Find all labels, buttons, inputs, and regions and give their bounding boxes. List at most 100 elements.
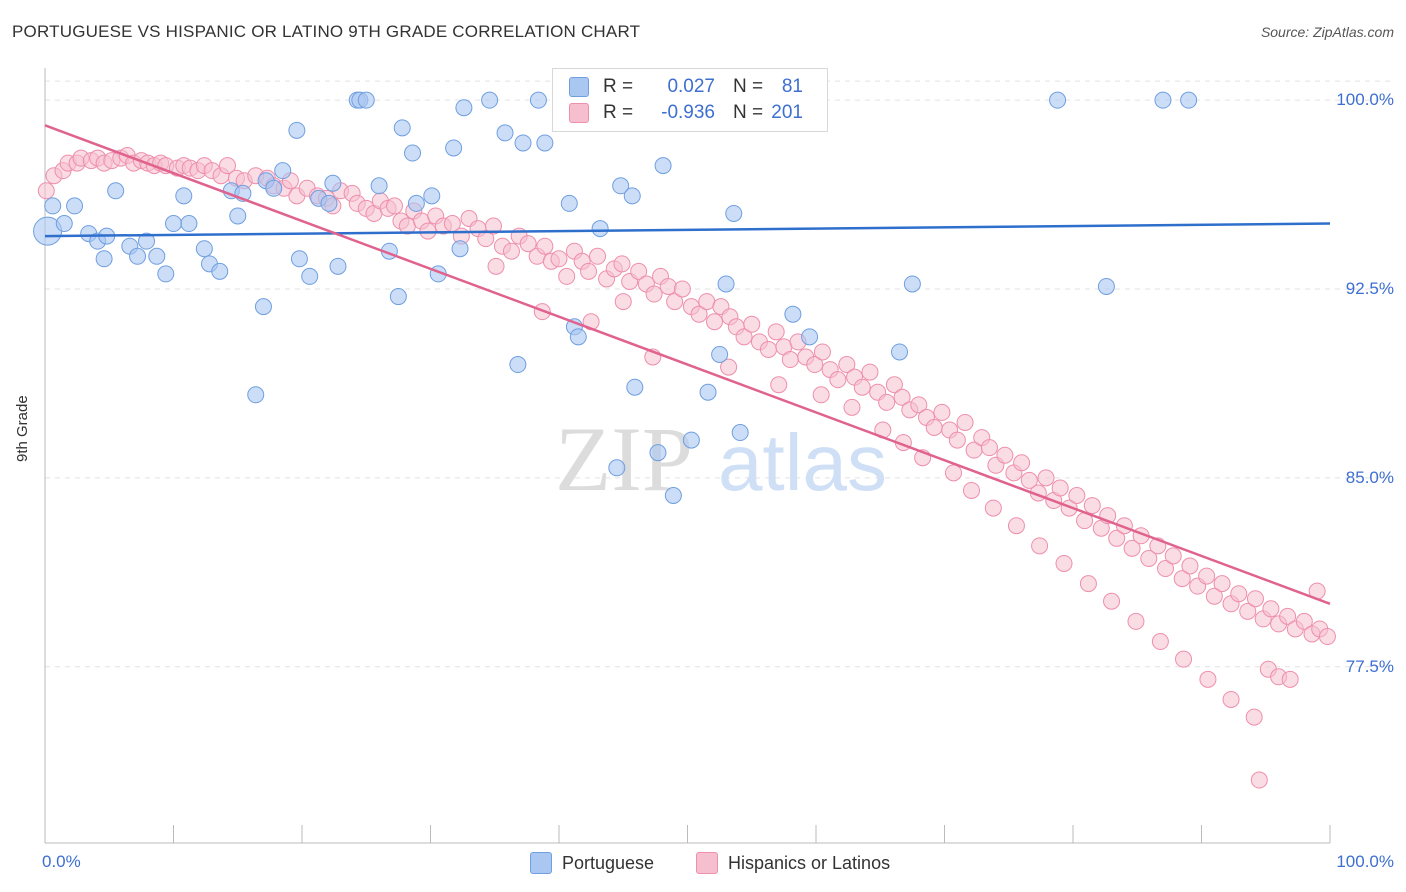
portuguese-point: [55, 215, 73, 233]
y-tick-label: 100.0%: [1336, 90, 1394, 110]
hispanic-points: [37, 147, 1336, 789]
hispanic-point: [861, 363, 879, 381]
portuguese-point: [288, 121, 306, 139]
hispanic-point: [580, 262, 598, 280]
x-tick-label-right: 100.0%: [1336, 852, 1394, 871]
hispanic-point: [386, 197, 404, 215]
trend-lines: [44, 124, 1331, 605]
hispanic-point: [743, 315, 761, 333]
hispanic-point: [1250, 771, 1268, 789]
portuguese-point: [725, 204, 743, 222]
portuguese-point: [455, 99, 473, 117]
hispanic-point: [1239, 602, 1257, 620]
hispanic-point: [812, 386, 830, 404]
legend-swatch-pink: [696, 852, 718, 874]
legend-item-hispanic[interactable]: Hispanics or Latinos: [696, 852, 890, 874]
portuguese-point: [320, 194, 338, 212]
hispanic-point: [659, 277, 677, 295]
hispanic-point: [956, 413, 974, 431]
legend-n-value: 201: [771, 102, 803, 123]
hispanic-point: [980, 439, 998, 457]
portuguese-point: [623, 187, 641, 205]
portuguese-point: [129, 247, 147, 265]
hispanic-point: [1262, 600, 1280, 618]
portuguese-point: [903, 275, 921, 293]
hispanic-point: [1020, 471, 1038, 489]
hispanic-point: [1007, 517, 1025, 535]
hispanic-point: [1103, 592, 1121, 610]
legend-n-label: N =: [733, 102, 764, 123]
portuguese-trend-line: [44, 222, 1331, 238]
legend-n-label: N =: [733, 76, 764, 97]
portuguese-point: [1154, 91, 1172, 109]
hispanic-point: [1281, 670, 1299, 688]
portuguese-point: [717, 275, 735, 293]
portuguese-point: [451, 240, 469, 258]
portuguese-point: [654, 157, 672, 175]
legend-swatch-pink: [569, 103, 589, 123]
portuguese-point: [1049, 91, 1067, 109]
y-tick-label: 77.5%: [1345, 656, 1394, 676]
hispanic-point: [948, 431, 966, 449]
watermark: ZIP atlas: [555, 408, 887, 510]
hispanic-point: [536, 237, 554, 255]
legend-label: Hispanics or Latinos: [728, 852, 891, 873]
hispanic-trend-line: [44, 124, 1331, 605]
hispanic-point: [996, 446, 1014, 464]
hispanic-point: [487, 257, 505, 275]
hispanic-point: [1079, 575, 1097, 593]
hispanic-point: [1279, 607, 1297, 625]
legend-r-label: R =: [603, 76, 634, 97]
portuguese-point: [509, 356, 527, 374]
y-tick-label: 92.5%: [1345, 279, 1394, 298]
portuguese-point: [699, 383, 717, 401]
hispanic-point: [1295, 612, 1313, 630]
legend-item-portuguese[interactable]: Portuguese: [530, 852, 654, 874]
hispanic-point: [925, 419, 943, 437]
hispanic-point: [885, 376, 903, 394]
portuguese-point: [731, 424, 749, 442]
legend-swatch-blue: [569, 77, 589, 97]
hispanic-point: [944, 464, 962, 482]
hispanic-point: [813, 343, 831, 361]
hispanic-point: [1151, 633, 1169, 651]
y-axis-label: 9th Grade: [14, 395, 31, 462]
hispanic-point: [910, 396, 928, 414]
portuguese-point: [393, 119, 411, 137]
portuguese-point: [1180, 91, 1198, 109]
portuguese-point: [370, 177, 388, 195]
hispanic-point: [893, 388, 911, 406]
legend-swatch-blue: [530, 852, 552, 874]
hispanic-point: [614, 293, 632, 311]
source-label: Source: ZipAtlas.com: [1260, 24, 1394, 40]
hispanic-point: [878, 393, 896, 411]
hispanic-point: [37, 182, 55, 200]
hispanic-point: [1108, 529, 1126, 547]
hispanic-point: [1123, 539, 1141, 557]
hispanic-point: [962, 481, 980, 499]
legend-r-value: -0.936: [661, 102, 715, 123]
portuguese-point: [423, 187, 441, 205]
hispanic-point: [218, 157, 236, 175]
hispanic-point: [1198, 567, 1216, 585]
hispanic-point: [550, 250, 568, 268]
y-tick-label: 85.0%: [1345, 467, 1394, 487]
stats-legend: R = 0.027 N = 81 R = -0.936 N = 201: [552, 68, 828, 132]
hispanic-point: [645, 285, 663, 303]
hispanic-point: [613, 255, 631, 273]
portuguese-point: [496, 124, 514, 142]
legend-n-value: 81: [781, 76, 803, 97]
hispanic-point: [1199, 670, 1217, 688]
hispanic-point: [770, 376, 788, 394]
hispanic-point: [735, 328, 753, 346]
portuguese-point: [229, 207, 247, 225]
hispanic-point: [1031, 537, 1049, 555]
legend-label: Portuguese: [562, 852, 655, 873]
portuguese-point: [389, 288, 407, 306]
hispanic-point: [666, 293, 684, 311]
hispanic-point: [1173, 570, 1191, 588]
portuguese-point: [211, 262, 229, 280]
hispanic-point: [806, 356, 824, 374]
hispanic-point: [484, 217, 502, 235]
hispanic-point: [1164, 547, 1182, 565]
